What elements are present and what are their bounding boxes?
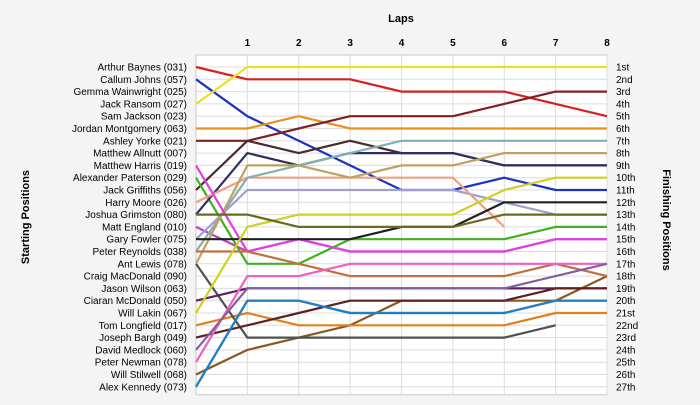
series-line <box>195 152 607 265</box>
finishing-position-label: 9th <box>616 161 630 172</box>
finishing-position-label: 1st <box>616 63 630 74</box>
finishing-position-label: 22nd <box>616 321 638 332</box>
starting-position-label: Jack Ransom (027) <box>100 99 187 110</box>
finishing-position-label: 5th <box>616 112 630 123</box>
finishing-position-label: 25th <box>616 358 635 369</box>
starting-position-label: Peter Newman (078) <box>95 358 187 369</box>
finishing-position-label: 26th <box>616 370 635 381</box>
finishing-position-label: 20th <box>616 296 635 307</box>
starting-position-label: Jordan Montgomery (063) <box>72 124 187 135</box>
finishing-position-label: 11th <box>616 186 635 197</box>
finishing-position-label: 13th <box>616 210 635 221</box>
starting-position-label: Will Stilwell (068) <box>111 370 187 381</box>
starting-position-label: Alex Kennedy (073) <box>99 382 187 393</box>
starting-position-label: Callum Johns (057) <box>100 75 187 86</box>
starting-position-label: Alexander Paterson (029) <box>73 173 187 184</box>
starting-position-label: Will Lakin (067) <box>118 309 187 320</box>
starting-position-label: Harry Moore (026) <box>105 198 187 209</box>
finishing-position-label: 2nd <box>616 75 633 86</box>
starting-position-label: Ant Lewis (078) <box>118 259 187 270</box>
starting-position-label: David Medlock (060) <box>95 345 187 356</box>
starting-position-label: Joshua Grimston (080) <box>85 210 187 221</box>
starting-position-label: Peter Reynolds (038) <box>93 247 188 258</box>
series-line <box>195 139 607 253</box>
lap-tick-label: 4 <box>399 38 405 49</box>
lap-tick-label: 2 <box>296 38 302 49</box>
series-line <box>195 176 607 314</box>
starting-position-label: Tom Longfield (017) <box>99 321 187 332</box>
starting-position-label: Gemma Wainwright (025) <box>73 87 187 98</box>
right-axis-title: Finishing Positions <box>660 169 672 270</box>
series-line <box>195 65 608 118</box>
finishing-position-label: 7th <box>616 136 630 147</box>
finishing-position-label: 15th <box>616 235 635 246</box>
lap-tick-label: 1 <box>245 38 251 49</box>
finishing-position-label: 12th <box>616 198 635 209</box>
finishing-position-label: 16th <box>616 247 635 258</box>
series-line <box>195 262 608 351</box>
finishing-position-label: 21st <box>616 309 635 320</box>
starting-position-label: Joseph Bargh (049) <box>99 333 187 344</box>
starting-position-label: Matt England (010) <box>102 222 187 233</box>
series-line <box>196 90 607 142</box>
series-line <box>195 263 556 339</box>
left-axis-title: Starting Positions <box>20 170 32 264</box>
lap-tick-label: 5 <box>450 38 456 49</box>
lap-tick-label: 7 <box>553 38 559 49</box>
finishing-position-label: 24th <box>616 345 635 356</box>
starting-position-label: Matthew Harris (019) <box>94 161 187 172</box>
starting-position-label: Jack Griffiths (056) <box>103 186 187 197</box>
lap-tick-label: 6 <box>501 38 507 49</box>
series-line <box>196 250 608 278</box>
starting-position-label: Matthew Allnutt (007) <box>93 149 187 160</box>
finishing-position-label: 23rd <box>616 333 636 344</box>
finishing-position-label: 4th <box>616 99 630 110</box>
starting-position-label: Sam Jackson (023) <box>101 112 187 123</box>
starting-position-label: Gary Fowler (075) <box>106 235 187 246</box>
top-axis-title: Laps <box>388 13 414 25</box>
starting-position-label: Ashley Yorke (021) <box>103 136 187 147</box>
series-line <box>195 262 607 363</box>
finishing-position-label: 10th <box>616 173 635 184</box>
starting-position-label: Arthur Baynes (031) <box>98 63 188 74</box>
series-lines <box>195 65 608 388</box>
finishing-position-label: 17th <box>616 259 635 270</box>
finishing-position-label: 19th <box>616 284 635 295</box>
series-line <box>195 177 607 265</box>
lap-tick-label: 8 <box>604 38 610 49</box>
labels: 1 2 3 4 5 6 7 8 Arthur Baynes (031)Callum Johns … <box>72 38 638 393</box>
series-line <box>196 213 607 228</box>
finishing-position-label: 18th <box>616 272 635 283</box>
series-line <box>195 152 607 216</box>
series-line <box>195 311 607 327</box>
finishing-position-label: 6th <box>616 124 630 135</box>
finishing-position-label: 8th <box>616 149 630 160</box>
series-line <box>196 115 607 130</box>
series-line <box>195 188 607 240</box>
series-line <box>195 287 607 339</box>
starting-position-label: Jason Wilson (063) <box>101 284 187 295</box>
series-line <box>195 299 607 388</box>
lap-tick-label: 3 <box>347 38 353 49</box>
finishing-position-label: 27th <box>616 382 635 393</box>
finishing-position-label: 14th <box>616 222 635 233</box>
series-line <box>195 164 607 253</box>
starting-position-label: Ciaran McDonald (050) <box>84 296 187 307</box>
finishing-position-label: 3rd <box>616 87 630 98</box>
series-line <box>195 65 607 105</box>
starting-position-label: Craig MacDonald (090) <box>84 272 187 283</box>
